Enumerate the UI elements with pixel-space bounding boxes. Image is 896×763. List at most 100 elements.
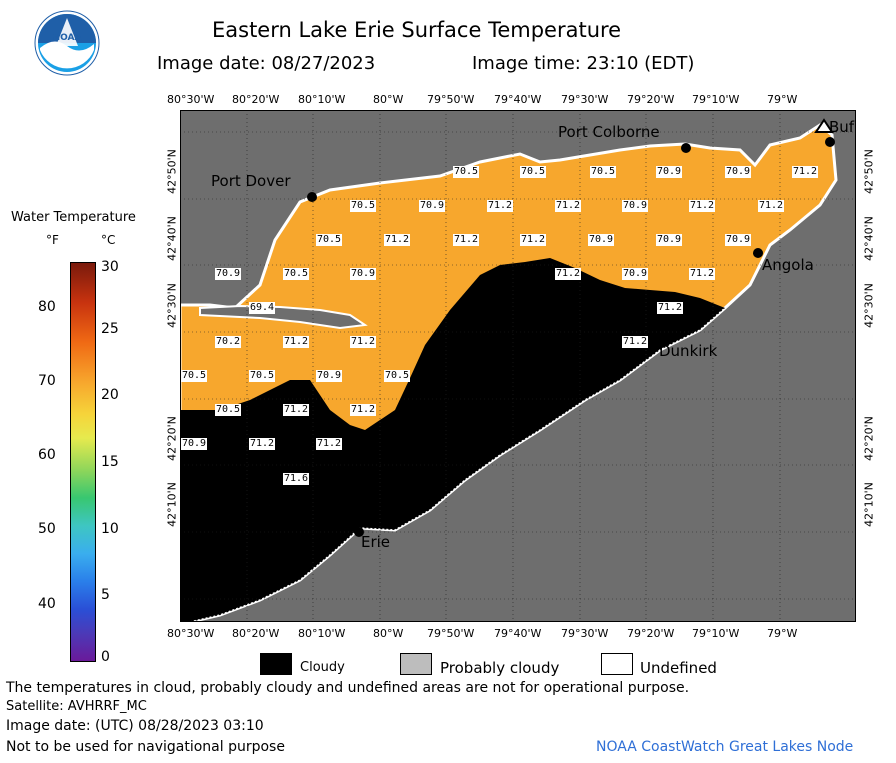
lon-label-bottom: 79°50'W <box>427 627 475 640</box>
lon-label-top: 79°10'W <box>692 93 740 106</box>
satellite-text: Satellite: AVHRRF_MC <box>6 699 147 714</box>
colorbar-unit-f: °F <box>46 233 59 247</box>
temp-label: 70.5 <box>453 166 480 178</box>
city-label: Port Dover <box>211 172 291 190</box>
temp-label: 71.2 <box>689 200 716 212</box>
lon-label-top: 80°W <box>373 93 404 106</box>
legend-swatch-cloudy <box>260 653 292 675</box>
legend-label-probably-cloudy: Probably cloudy <box>440 659 560 677</box>
colorbar-f-tick: 50 <box>38 521 56 537</box>
map-frame <box>180 110 856 622</box>
temp-label: 71.2 <box>758 200 785 212</box>
lon-label-top: 79°40'W <box>494 93 542 106</box>
page-title: Eastern Lake Erie Surface Temperature <box>212 18 622 42</box>
utc-date-text: Image date: (UTC) 08/28/2023 03:10 <box>6 718 264 734</box>
temp-label: 70.5 <box>215 404 242 416</box>
lat-label-right: 42°30'N <box>862 283 876 328</box>
lat-label-right: 42°10'N <box>862 482 876 527</box>
colorbar-f-tick: 80 <box>38 299 56 315</box>
colorbar-f-tick: 40 <box>38 596 56 612</box>
colorbar-f-tick: 60 <box>38 447 56 463</box>
lon-label-top: 80°20'W <box>232 93 280 106</box>
temp-label: 70.9 <box>622 200 649 212</box>
lon-label-top: 79°50'W <box>427 93 475 106</box>
cloud-area <box>180 258 725 622</box>
cloud-area <box>180 445 290 520</box>
navigation-warning: Not to be used for navigational purpose <box>6 739 285 755</box>
lon-label-bottom: 80°20'W <box>232 627 280 640</box>
temp-label: 70.9 <box>181 438 208 450</box>
lat-label-left: 42°10'N <box>165 482 179 527</box>
lon-label-bottom: 80°W <box>373 627 404 640</box>
logo-text: NOAA <box>53 33 82 43</box>
lon-label-bottom: 80°30'W <box>167 627 215 640</box>
temp-label: 70.5 <box>590 166 617 178</box>
lon-label-bottom: 80°10'W <box>298 627 346 640</box>
temp-label: 70.9 <box>350 268 377 280</box>
lon-label-top: 79°W <box>767 93 798 106</box>
temp-label: 70.9 <box>588 234 615 246</box>
lon-label-bottom: 79°W <box>767 627 798 640</box>
temp-label: 71.2 <box>657 302 684 314</box>
temp-label: 71.2 <box>487 200 514 212</box>
lat-label-left: 42°40'N <box>165 216 179 261</box>
south-shoreline <box>189 179 837 622</box>
temp-label: 71.6 <box>283 473 310 485</box>
temp-label: 70.9 <box>656 166 683 178</box>
lat-label-right: 42°40'N <box>862 216 876 261</box>
city-label: Dunkirk <box>659 342 718 360</box>
colorbar-c-tick: 0 <box>101 649 110 665</box>
lon-label-bottom: 79°20'W <box>627 627 675 640</box>
colorbar-c-tick: 5 <box>101 587 110 603</box>
credit-text: NOAA CoastWatch Great Lakes Node <box>596 739 854 755</box>
temp-label: 71.2 <box>283 336 310 348</box>
temp-label: 70.5 <box>283 268 310 280</box>
temp-label: 71.2 <box>316 438 343 450</box>
colorbar-unit-c: °C <box>101 233 116 247</box>
image-date: Image date: 08/27/2023 <box>157 53 376 74</box>
temp-label: 70.9 <box>215 268 242 280</box>
legend-label-undefined: Undefined <box>640 659 717 677</box>
temp-label: 71.2 <box>350 404 377 416</box>
colorbar <box>70 262 96 662</box>
city-dot-port-dover <box>307 192 317 202</box>
temp-label: 71.2 <box>555 268 582 280</box>
lat-label-left: 42°30'N <box>165 283 179 328</box>
temp-label: 70.5 <box>316 234 343 246</box>
legend-swatch-probably-cloudy <box>400 653 432 675</box>
temp-label: 70.9 <box>656 234 683 246</box>
disclaimer-text: The temperatures in cloud, probably clou… <box>6 680 690 696</box>
temp-label: 71.2 <box>555 200 582 212</box>
temp-label: 69.4 <box>249 302 276 314</box>
lat-label-right: 42°20'N <box>862 416 876 461</box>
temp-label: 71.2 <box>792 166 819 178</box>
colorbar-title: Water Temperature <box>11 210 136 225</box>
lon-label-bottom: 79°30'W <box>561 627 609 640</box>
temp-label: 70.9 <box>725 234 752 246</box>
city-dot-angola <box>753 248 763 258</box>
city-dot-erie <box>354 527 364 537</box>
temp-label: 70.5 <box>384 370 411 382</box>
map-image <box>180 110 856 622</box>
lat-label-left: 42°50'N <box>165 149 179 194</box>
lat-label-left: 42°20'N <box>165 416 179 461</box>
lon-label-top: 80°30'W <box>167 93 215 106</box>
colorbar-c-tick: 30 <box>101 259 119 275</box>
city-dot-port-colborne <box>681 143 691 153</box>
temp-label: 70.9 <box>622 268 649 280</box>
city-label: Buf <box>829 118 855 136</box>
city-label: Port Colborne <box>558 123 660 141</box>
city-dot-buffalo <box>825 137 835 147</box>
lon-label-bottom: 79°40'W <box>494 627 542 640</box>
temp-label: 71.2 <box>249 438 276 450</box>
city-label: Angola <box>762 256 814 274</box>
graticule <box>180 110 856 622</box>
buffalo-marker <box>814 118 834 133</box>
colorbar-c-tick: 25 <box>101 321 119 337</box>
temp-label: 71.2 <box>520 234 547 246</box>
temp-label: 71.2 <box>283 404 310 416</box>
temp-label: 71.2 <box>622 336 649 348</box>
temp-label: 71.2 <box>384 234 411 246</box>
temp-label: 71.2 <box>689 268 716 280</box>
temp-label: 70.9 <box>725 166 752 178</box>
